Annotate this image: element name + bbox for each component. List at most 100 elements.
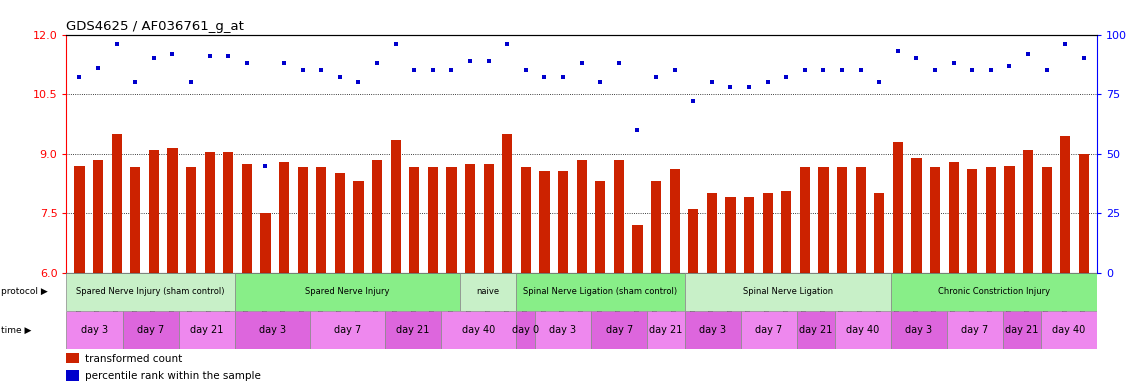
Bar: [763, 193, 773, 273]
Text: day 40: day 40: [461, 325, 496, 335]
Bar: [123, 311, 179, 349]
Point: [424, 67, 442, 73]
Bar: [797, 311, 835, 349]
Point: [182, 79, 200, 85]
Text: day 21: day 21: [799, 325, 832, 335]
Point: [703, 79, 721, 85]
Bar: [1003, 311, 1041, 349]
Bar: [354, 181, 364, 273]
Point: [665, 67, 684, 73]
Bar: [385, 311, 441, 349]
Bar: [242, 164, 252, 273]
Bar: [819, 167, 829, 273]
Bar: [205, 152, 215, 273]
Bar: [310, 311, 385, 349]
Bar: [93, 160, 103, 273]
Bar: [930, 167, 940, 273]
Bar: [1060, 136, 1071, 273]
Text: day 7: day 7: [606, 325, 633, 335]
Bar: [535, 311, 591, 349]
Point: [405, 67, 424, 73]
Bar: [1041, 311, 1097, 349]
Point: [256, 162, 275, 169]
Bar: [911, 157, 922, 273]
Bar: [799, 167, 810, 273]
Text: day 3: day 3: [550, 325, 576, 335]
Point: [480, 58, 498, 64]
Bar: [652, 181, 661, 273]
Point: [889, 48, 907, 54]
Point: [814, 67, 832, 73]
Bar: [235, 311, 310, 349]
Text: day 40: day 40: [1052, 325, 1085, 335]
Bar: [986, 167, 996, 273]
Bar: [835, 311, 891, 349]
Bar: [185, 167, 196, 273]
Point: [1019, 51, 1037, 57]
Point: [721, 84, 740, 90]
Point: [963, 67, 981, 73]
Point: [200, 53, 219, 59]
Point: [832, 67, 851, 73]
Point: [852, 67, 870, 73]
Text: day 0: day 0: [512, 325, 539, 335]
Point: [70, 74, 88, 81]
Text: day 3: day 3: [259, 325, 286, 335]
Bar: [539, 171, 550, 273]
Point: [981, 67, 1000, 73]
Bar: [465, 164, 475, 273]
Bar: [460, 273, 516, 311]
Bar: [390, 140, 401, 273]
Bar: [632, 225, 642, 273]
Bar: [298, 167, 308, 273]
Text: day 7: day 7: [962, 325, 989, 335]
Bar: [614, 160, 624, 273]
Point: [740, 84, 758, 90]
Point: [108, 41, 126, 47]
Bar: [591, 311, 647, 349]
Point: [126, 79, 144, 85]
Bar: [685, 273, 891, 311]
Point: [387, 41, 405, 47]
Bar: [372, 160, 382, 273]
Text: day 7: day 7: [334, 325, 361, 335]
Text: day 3: day 3: [906, 325, 932, 335]
Bar: [1042, 167, 1052, 273]
Bar: [855, 167, 866, 273]
Text: Spared Nerve Injury (sham control): Spared Nerve Injury (sham control): [77, 287, 224, 296]
Bar: [409, 167, 419, 273]
Bar: [1079, 154, 1089, 273]
Point: [89, 65, 108, 71]
Text: GDS4625 / AF036761_g_at: GDS4625 / AF036761_g_at: [66, 20, 244, 33]
Text: day 21: day 21: [396, 325, 429, 335]
Text: day 7: day 7: [756, 325, 783, 335]
Point: [1001, 63, 1019, 69]
Bar: [741, 311, 797, 349]
Bar: [1004, 166, 1014, 273]
Bar: [66, 273, 235, 311]
Point: [498, 41, 516, 47]
Bar: [874, 193, 884, 273]
Point: [442, 67, 460, 73]
Bar: [516, 273, 685, 311]
Text: Chronic Constriction Injury: Chronic Constriction Injury: [938, 287, 1050, 296]
Bar: [503, 134, 512, 273]
Bar: [647, 311, 685, 349]
Bar: [111, 134, 121, 273]
Point: [1075, 55, 1093, 61]
Bar: [837, 167, 847, 273]
Point: [591, 79, 609, 85]
Bar: [893, 142, 903, 273]
Text: protocol ▶: protocol ▶: [1, 287, 48, 296]
Bar: [66, 370, 79, 381]
Bar: [891, 273, 1097, 311]
Bar: [670, 169, 680, 273]
Point: [293, 67, 311, 73]
Point: [629, 127, 647, 133]
Text: day 7: day 7: [137, 325, 165, 335]
Point: [609, 60, 627, 66]
Point: [461, 58, 480, 64]
Bar: [179, 311, 235, 349]
Bar: [131, 167, 141, 273]
Point: [796, 67, 814, 73]
